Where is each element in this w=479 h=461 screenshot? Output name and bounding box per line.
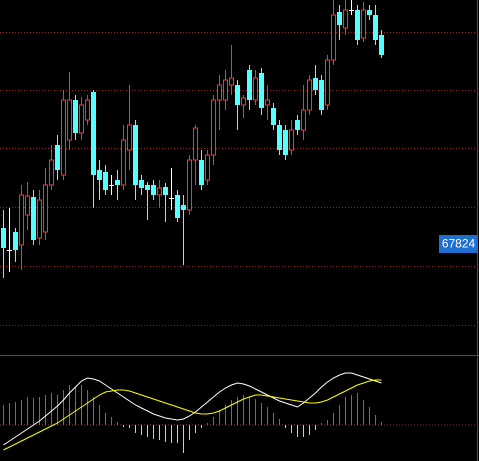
candle-body [19,194,24,246]
candle-body [253,77,258,101]
candle-body [349,10,354,11]
candle-body [73,100,78,133]
candle-body [139,180,144,188]
candle-body [79,104,84,134]
candle-body [49,159,54,186]
candle-body [7,250,12,251]
candle-body [145,185,150,190]
candle-body [301,109,306,131]
candle-body [43,184,48,233]
candle-body [361,9,366,39]
candle-body [25,195,30,216]
last-price-box [439,235,478,253]
candle-body [211,99,216,156]
candle-body [13,232,18,250]
candle-body [121,139,126,186]
candle-body [31,197,36,240]
candle-body [127,124,132,151]
candle-body [151,185,156,195]
candle-body [331,14,336,61]
candle-body [193,127,198,161]
candle-body [325,59,330,106]
candle-body [91,92,96,175]
candle-body [103,172,108,190]
candle-body [115,180,120,185]
dif-line [3,372,382,446]
candle-body [181,205,186,210]
candle-body [355,10,360,40]
candle-body [169,198,174,199]
candle-body [67,99,72,141]
candle-body [235,85,240,105]
candle-body [37,199,42,239]
candle-body [367,10,372,15]
candle-body [373,15,378,40]
candle-body [289,129,294,151]
candle-body [217,84,222,101]
candle-body [85,99,90,121]
candle-body [223,79,228,101]
candle-body [175,195,180,218]
candle-body [1,228,6,248]
candle-body [337,12,342,25]
candle-body [55,145,60,170]
candle-body [187,159,192,211]
candle-body [61,99,66,176]
candle-body [97,170,102,180]
candle-body [259,73,264,108]
candle-body [343,9,348,29]
candle-body [307,79,312,111]
candle-body [319,80,324,110]
candle-body [271,108,276,125]
candle-body [295,120,300,130]
candle-body [379,35,384,55]
candle-body [265,99,270,106]
candle-body [247,70,252,100]
candle-body [205,154,210,181]
last-price-label: 67824 [442,237,476,251]
price-panel [1,0,384,278]
candle-body [109,185,114,186]
candle-body [133,125,138,185]
candle-body [313,78,318,90]
candle-body [229,77,234,86]
candle-body [157,187,162,196]
candle-body [241,97,246,106]
candle-body [277,125,282,150]
candle-body [199,160,204,185]
dea-line [3,379,382,451]
candle-body [283,130,288,155]
macd-panel [0,372,477,453]
candle-body [163,187,168,195]
